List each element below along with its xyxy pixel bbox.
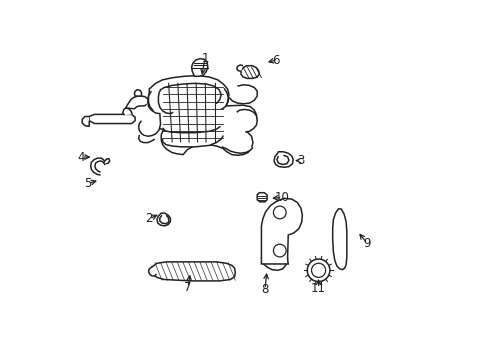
Polygon shape [104,159,109,164]
Polygon shape [148,76,256,155]
Text: 2: 2 [145,212,153,225]
Polygon shape [332,209,346,270]
Text: 11: 11 [310,282,325,295]
Text: 10: 10 [275,191,289,204]
Circle shape [273,206,285,219]
Text: 4: 4 [78,150,85,163]
Polygon shape [222,147,252,153]
Text: 9: 9 [363,237,370,250]
Circle shape [273,244,285,257]
Polygon shape [139,91,160,136]
Polygon shape [191,59,207,76]
Text: 7: 7 [184,281,191,294]
Polygon shape [158,89,173,114]
Polygon shape [163,136,223,147]
Polygon shape [228,85,257,104]
Polygon shape [148,267,156,276]
Circle shape [306,259,329,282]
Polygon shape [276,155,288,165]
Polygon shape [82,117,89,126]
Polygon shape [236,65,243,71]
Polygon shape [221,88,228,109]
Polygon shape [95,161,104,172]
Polygon shape [261,198,302,270]
Polygon shape [160,215,169,224]
Polygon shape [122,108,132,115]
Polygon shape [89,114,135,123]
Polygon shape [125,96,148,109]
Polygon shape [163,126,220,133]
Text: 6: 6 [272,54,280,67]
Polygon shape [157,213,170,226]
Polygon shape [236,109,257,132]
Polygon shape [90,158,104,175]
Polygon shape [134,90,141,96]
Text: 5: 5 [83,177,91,190]
Polygon shape [160,83,221,104]
Text: 8: 8 [261,283,268,296]
Polygon shape [151,262,235,281]
Polygon shape [241,66,259,78]
Polygon shape [139,135,155,143]
Circle shape [311,263,325,277]
Polygon shape [274,152,293,167]
Text: 1: 1 [201,52,208,65]
Polygon shape [261,257,287,264]
Text: 3: 3 [297,154,304,167]
Polygon shape [257,193,266,202]
